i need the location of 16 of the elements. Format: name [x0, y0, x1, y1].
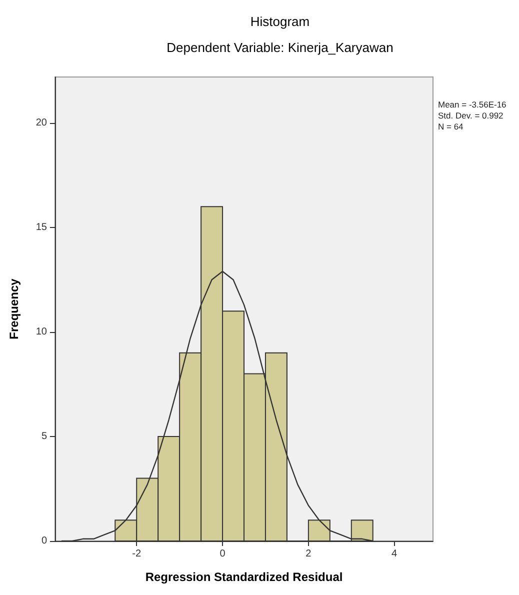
- y-tick-label: 20: [36, 117, 48, 128]
- x-tick-label: -2: [132, 548, 142, 560]
- text: Std. Dev. = 0.992: [438, 110, 504, 120]
- y-tick-label: 5: [41, 430, 48, 442]
- chart-title: Histogram: [250, 14, 310, 29]
- x-tick-label: 2: [306, 548, 312, 560]
- text: N = 64: [438, 122, 464, 132]
- chart-subtitle: Dependent Variable: Kinerja_Karyawan: [166, 40, 394, 55]
- x-tick-label: 4: [392, 548, 398, 560]
- text: Mean = -3.56E-16: [438, 100, 507, 110]
- x-axis-title: Regression Standardized Residual: [145, 570, 343, 584]
- y-tick-label: 15: [36, 222, 48, 233]
- y-tick-label: 10: [36, 326, 48, 338]
- y-tick-label: 0: [41, 536, 48, 546]
- x-tick-label: 0: [220, 548, 226, 560]
- y-axis-title: Frequency: [7, 278, 21, 340]
